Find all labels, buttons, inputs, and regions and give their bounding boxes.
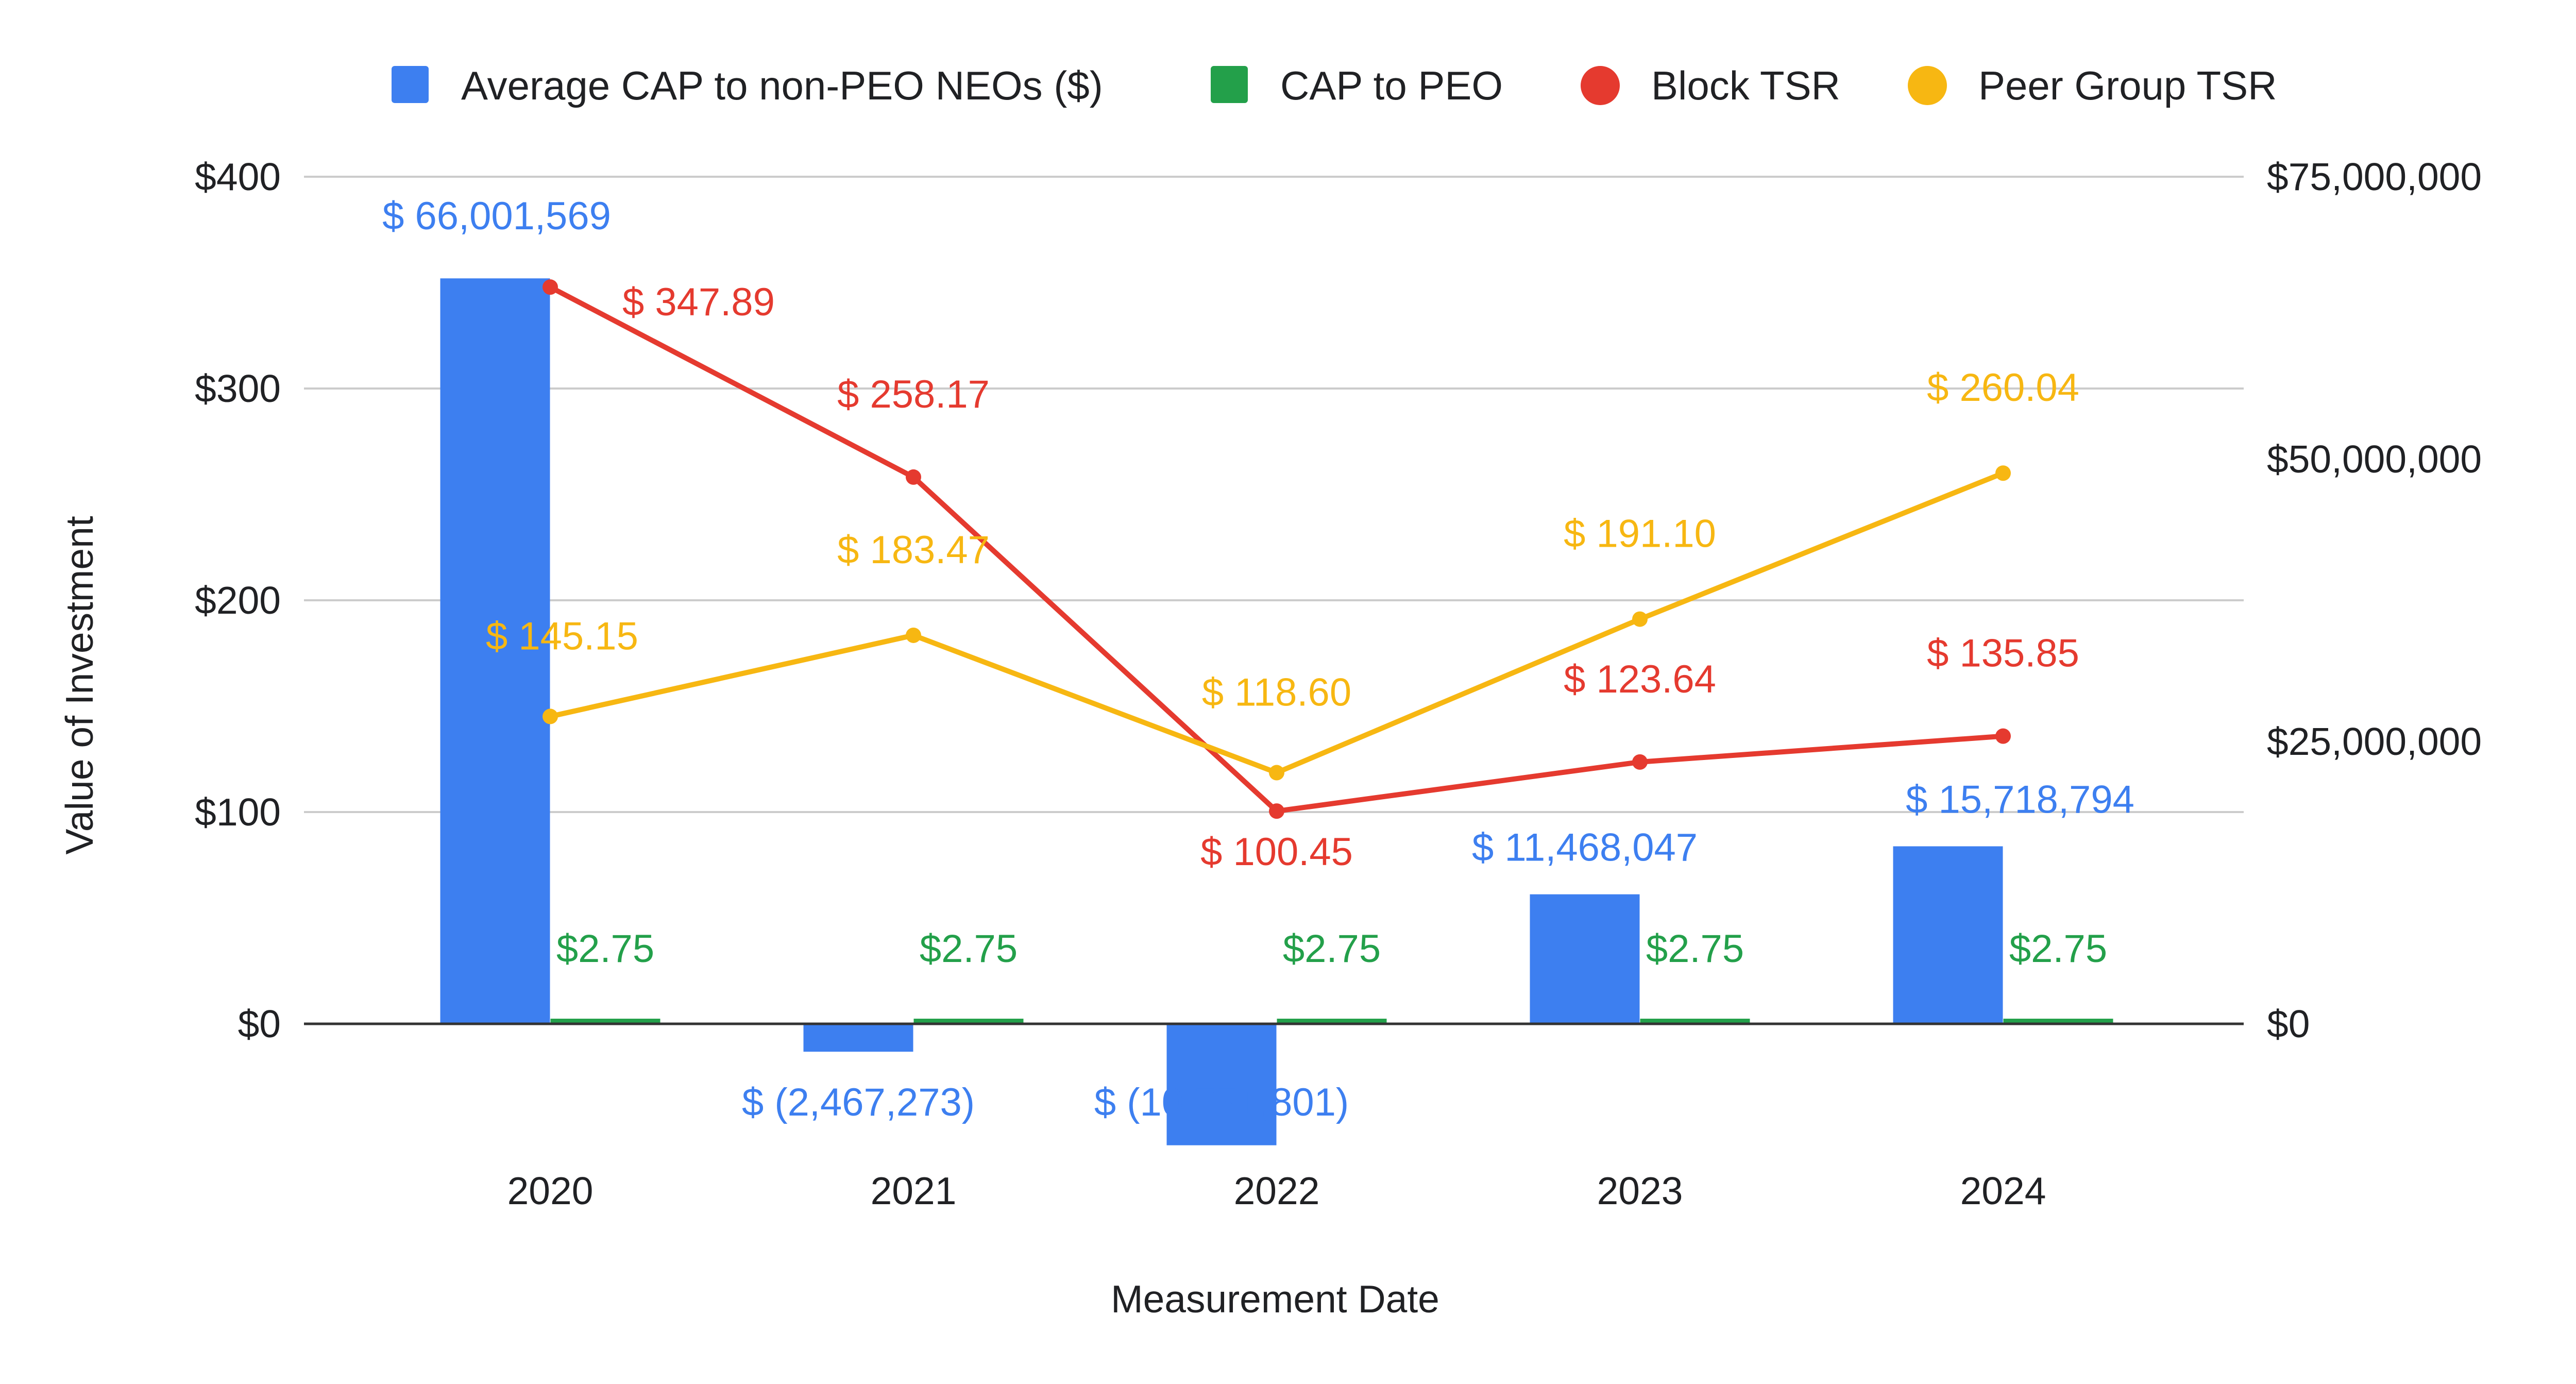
bar-cap-to-peo <box>2003 1019 2113 1024</box>
data-label-block-tsr: $ 347.89 <box>622 280 775 324</box>
point-peer-group-tsr <box>1632 611 1648 627</box>
bars <box>440 278 2113 1145</box>
bar-cap-to-peo <box>550 1019 660 1024</box>
data-label-avg-cap-non-peo: $ (2,467,273) <box>742 1081 975 1124</box>
point-block-tsr <box>1269 803 1284 819</box>
y-left-tick-label: $200 <box>195 579 281 622</box>
data-label-peer-group-tsr: $ 260.04 <box>1927 366 2079 410</box>
data-label-avg-cap-non-peo: $ 66,001,569 <box>382 194 611 238</box>
y-right-tick-label: $75,000,000 <box>2267 155 2482 198</box>
data-label-avg-cap-non-peo: $ (10,751,801) <box>1094 1081 1349 1124</box>
data-label-avg-cap-non-peo: $ 11,468,047 <box>1472 826 1698 870</box>
data-label-peer-group-tsr: $ 118.60 <box>1202 671 1351 715</box>
point-peer-group-tsr <box>543 708 558 724</box>
line-block-tsr <box>549 284 2004 814</box>
legend-label-peer-group-tsr: Peer Group TSR <box>1978 63 2277 108</box>
legend-item-block-tsr: Block TSR <box>1581 63 1840 108</box>
legend-swatch-peer-group-tsr <box>1908 66 1947 105</box>
legend-swatch-average-cap-to-non-peo-neos- <box>392 66 429 103</box>
x-tick-label: 2021 <box>871 1169 957 1212</box>
legend-label-block-tsr: Block TSR <box>1651 63 1840 108</box>
point-peer-group-tsr <box>1995 465 2011 481</box>
lines <box>543 279 2011 819</box>
legend-swatch-cap-to-peo <box>1211 66 1248 103</box>
x-tick-label: 2020 <box>507 1169 594 1212</box>
y-left-tick-label: $400 <box>195 155 281 198</box>
legend-label-cap-to-peo: CAP to PEO <box>1280 63 1503 108</box>
x-tick-label: 2023 <box>1597 1169 1683 1212</box>
data-labels: $ 66,001,569 $ (2,467,273) $ (10,751,801) $… <box>382 194 2134 1124</box>
point-block-tsr <box>543 279 558 295</box>
bar-avg-cap-non-peo <box>440 278 550 1024</box>
bar-cap-to-peo <box>913 1019 1024 1024</box>
legend: Average CAP to non-PEO NEOs ($) CAP to PE… <box>392 63 2277 108</box>
x-tick-label: 2022 <box>1234 1169 1320 1212</box>
line-peer-group-tsr <box>549 470 2004 775</box>
x-axis-title: Measurement Date <box>1111 1277 1439 1321</box>
data-label-cap-to-peo: $2.75 <box>2009 927 2107 971</box>
data-label-block-tsr: $ 258.17 <box>837 373 990 416</box>
data-label-cap-to-peo: $2.75 <box>556 927 654 971</box>
bar-avg-cap-non-peo <box>1530 894 1640 1024</box>
bar-cap-to-peo <box>1277 1019 1387 1024</box>
data-label-peer-group-tsr: $ 145.15 <box>486 614 638 658</box>
bar-avg-cap-non-peo <box>803 1024 913 1052</box>
data-label-cap-to-peo: $2.75 <box>1283 927 1381 971</box>
data-label-cap-to-peo: $2.75 <box>1646 927 1744 971</box>
point-peer-group-tsr <box>1269 765 1284 781</box>
y-right-tick-label: $50,000,000 <box>2267 437 2482 481</box>
y-left-tick-label: $300 <box>195 367 281 410</box>
point-block-tsr <box>906 469 921 485</box>
y-right-tick-label: $0 <box>2267 1002 2310 1045</box>
legend-label-average-cap-to-non-peo-neos-: Average CAP to non-PEO NEOs ($) <box>461 63 1103 108</box>
data-label-block-tsr: $ 135.85 <box>1927 632 2079 676</box>
y-left-tick-label: $0 <box>238 1002 281 1045</box>
y-right-tick-label: $25,000,000 <box>2267 720 2482 763</box>
x-tick-label: 2024 <box>1960 1169 2046 1212</box>
point-block-tsr <box>1632 754 1648 770</box>
legend-item-peer-group-tsr: Peer Group TSR <box>1908 63 2277 108</box>
y-left-axis-title: Value of Investment <box>58 516 101 854</box>
legend-item-average-cap-to-non-peo-neos-: Average CAP to non-PEO NEOs ($) <box>392 63 1103 108</box>
y-left-tick-label: $100 <box>195 790 281 834</box>
axes: $0 $100 $200 $300 $400 $0 $25,000,000 $50,000,0… <box>58 155 2482 1321</box>
bar-cap-to-peo <box>1640 1019 1750 1024</box>
legend-item-cap-to-peo: CAP to PEO <box>1211 63 1503 108</box>
point-peer-group-tsr <box>906 627 921 643</box>
data-label-block-tsr: $ 100.45 <box>1200 830 1353 874</box>
point-block-tsr <box>1995 728 2011 744</box>
data-label-peer-group-tsr: $ 183.47 <box>837 528 990 572</box>
data-label-block-tsr: $ 123.64 <box>1564 657 1716 701</box>
data-label-peer-group-tsr: $ 191.10 <box>1564 512 1716 556</box>
bar-avg-cap-non-peo <box>1893 846 2003 1024</box>
bar-avg-cap-non-peo <box>1166 1024 1277 1145</box>
data-label-cap-to-peo: $2.75 <box>920 927 1018 971</box>
data-label-avg-cap-non-peo: $ 15,718,794 <box>1906 778 2134 821</box>
legend-swatch-block-tsr <box>1581 66 1620 105</box>
